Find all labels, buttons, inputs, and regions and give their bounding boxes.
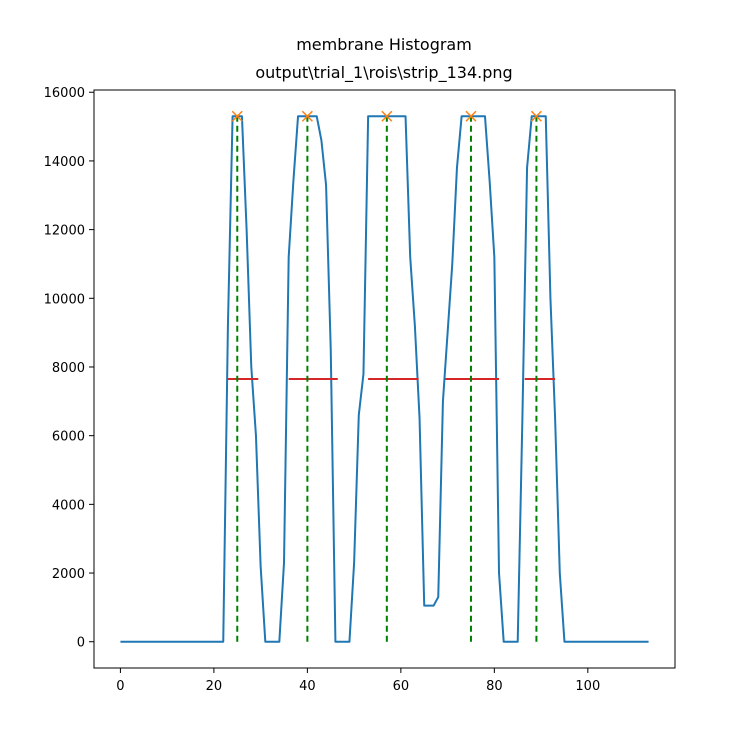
peak-marker-1 [231, 110, 243, 122]
peak-marker-3 [381, 110, 393, 122]
y-tick-label: 12000 [44, 224, 85, 239]
y-tick-label: 14000 [44, 155, 85, 170]
x-tick-label: 0 [116, 679, 124, 694]
y-tick-label: 8000 [52, 361, 85, 376]
series-line-profile [120, 115, 649, 643]
x-tick-label: 20 [206, 679, 223, 694]
x-tick-label: 60 [393, 679, 410, 694]
plot-frame [93, 89, 676, 669]
y-tick-label: 6000 [52, 430, 85, 445]
plot-content [120, 110, 649, 643]
y-tick-label: 2000 [52, 567, 85, 582]
x-tick-label: 100 [575, 679, 600, 694]
peak-marker-stroke [301, 110, 313, 122]
x-tick-label: 80 [486, 679, 503, 694]
y-tick-label: 10000 [44, 292, 85, 307]
peak-marker-stroke [381, 110, 393, 122]
peak-marker-2 [301, 110, 313, 122]
peak-marker-stroke [465, 110, 477, 122]
chart-title-line-1: membrane Histogram [296, 35, 472, 54]
y-tick-label: 0 [77, 636, 85, 651]
y-tick-label: 4000 [52, 498, 85, 513]
peak-marker-5 [530, 110, 542, 122]
chart-title-line-2: output\trial_1\rois\strip_134.png [255, 63, 512, 83]
x-axis: 0 20 40 60 80 100 [116, 668, 600, 694]
peak-marker-4 [465, 110, 477, 122]
peak-marker-stroke [231, 110, 243, 122]
y-tick-label: 16000 [44, 86, 85, 101]
peak-marker-stroke [530, 110, 542, 122]
y-axis: 0 2000 4000 6000 8000 10000 12000 14000 16000 [44, 86, 94, 651]
x-tick-label: 40 [299, 679, 316, 694]
